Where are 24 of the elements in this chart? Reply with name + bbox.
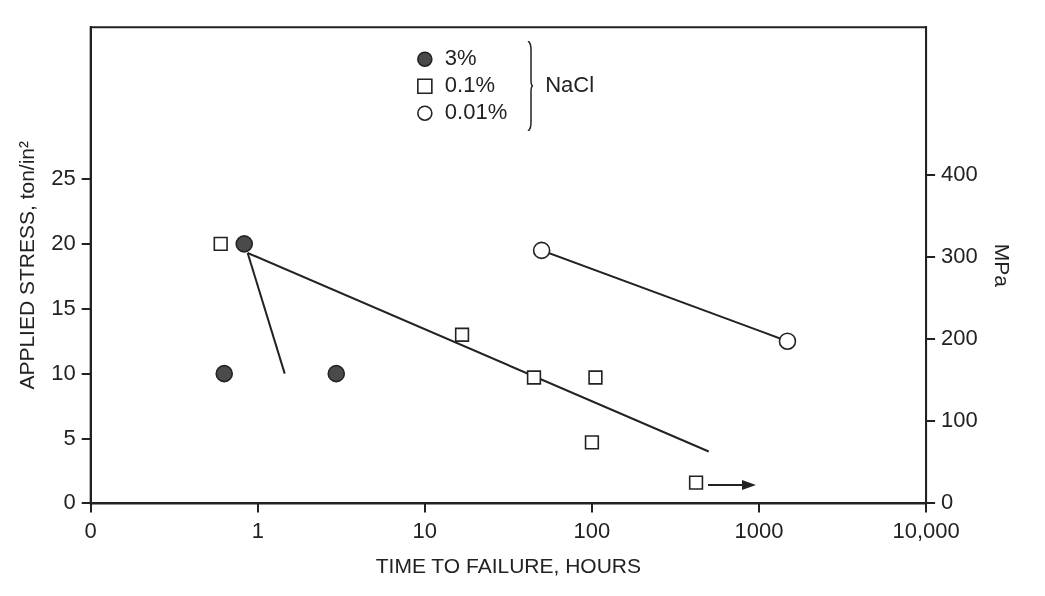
y-tick-label: 20 xyxy=(51,229,76,255)
y-tick-label: 25 xyxy=(51,165,76,191)
x-tick-label: 10,000 xyxy=(892,517,960,543)
x-tick-label: 0 xyxy=(84,517,97,543)
y2-tick-label: 300 xyxy=(941,243,978,269)
y2-tick-label: 400 xyxy=(941,161,978,187)
y2-tick-label: 200 xyxy=(941,325,978,351)
y2-tick-label: 0 xyxy=(941,489,954,515)
x-tick-label: 10 xyxy=(412,517,438,543)
legend-title: NaCl xyxy=(545,72,595,98)
x-tick-label: 100 xyxy=(573,517,611,543)
x-axis-title: TIME TO FAILURE, HOURS xyxy=(375,554,642,578)
legend-label: 0.1% xyxy=(444,72,495,98)
y-tick-label: 10 xyxy=(51,359,76,385)
legend-label: 3% xyxy=(444,45,477,71)
x-tick-label: 1 xyxy=(251,517,264,543)
y2-axis-title: MPa xyxy=(990,243,1014,288)
y-tick-label: 0 xyxy=(63,489,76,515)
legend-label: 0.01% xyxy=(444,99,508,125)
x-tick-label: 1000 xyxy=(734,517,784,543)
y-tick-label: 5 xyxy=(63,424,76,450)
y-axis-title: APPLIED STRESS, ton/in² xyxy=(15,141,39,390)
y-tick-label: 15 xyxy=(51,294,76,320)
y2-tick-label: 100 xyxy=(941,407,978,433)
